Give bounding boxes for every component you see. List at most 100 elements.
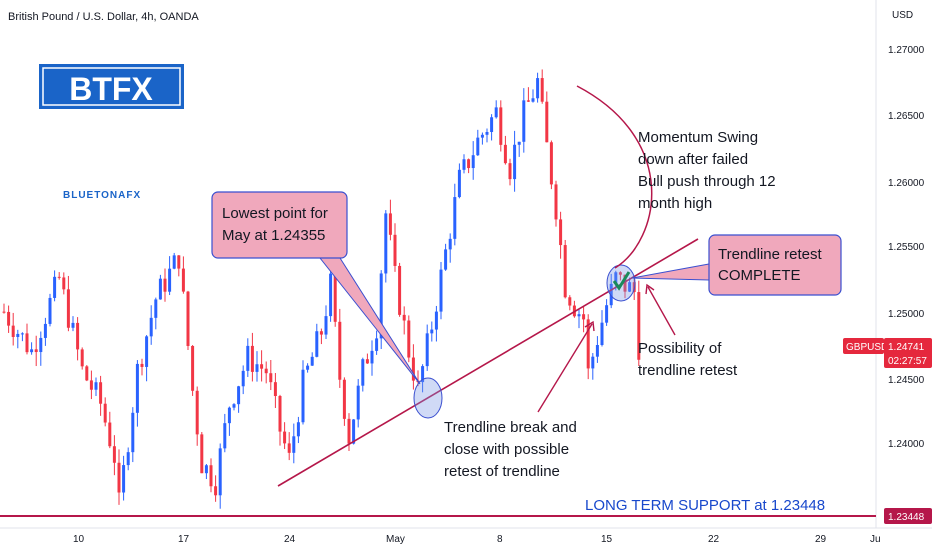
candle-body bbox=[586, 319, 590, 369]
candle-body bbox=[347, 418, 351, 444]
candle-body bbox=[241, 370, 245, 387]
candle-body bbox=[108, 422, 112, 447]
candle-body bbox=[536, 78, 540, 99]
possibility-arrow bbox=[647, 286, 676, 336]
candle-body bbox=[384, 213, 388, 274]
symbol-tag bbox=[843, 338, 884, 354]
trendline-break-arrow bbox=[537, 323, 593, 413]
candle-body bbox=[20, 333, 24, 335]
momentum-arc bbox=[576, 85, 653, 269]
candle-body bbox=[195, 390, 199, 435]
candle-body bbox=[333, 273, 337, 322]
x-tick-label: 15 bbox=[601, 534, 613, 545]
candle-body bbox=[513, 144, 517, 180]
candle-body bbox=[591, 356, 595, 369]
candle-body bbox=[287, 443, 291, 453]
candle-body bbox=[402, 314, 406, 321]
candle-body bbox=[499, 107, 503, 145]
candle-body bbox=[2, 311, 6, 313]
btfx-logo-text: BTFX bbox=[69, 71, 153, 107]
candle-body bbox=[34, 349, 38, 353]
candle-body bbox=[214, 486, 218, 496]
candle-body bbox=[462, 159, 466, 170]
retest-complete-box bbox=[708, 234, 842, 296]
last-price-tag bbox=[884, 338, 932, 368]
chart-title: British Pound / U.S. Dollar, 4h, OANDA bbox=[8, 11, 199, 23]
candle-body bbox=[618, 272, 622, 275]
candle-body bbox=[398, 265, 402, 315]
x-tick-label: 22 bbox=[708, 534, 720, 545]
retest-box-line-2: COMPLETE bbox=[718, 267, 801, 284]
y-axis: 1.27000 1.26500 1.26000 1.25500 1.25000 … bbox=[888, 45, 925, 450]
retest-box-line-1: Trendline retest bbox=[718, 246, 822, 263]
candle-body bbox=[7, 311, 11, 326]
candle-body bbox=[329, 273, 333, 317]
candle-body bbox=[310, 356, 314, 366]
possibility-arrowhead bbox=[645, 283, 655, 295]
x-tick-label: 24 bbox=[284, 534, 296, 545]
candle-body bbox=[85, 366, 89, 381]
candle-body bbox=[94, 382, 98, 390]
momentum-line-2: down after failed bbox=[638, 151, 748, 168]
candle-body bbox=[269, 373, 273, 383]
candle-body bbox=[365, 359, 369, 364]
candle-body bbox=[361, 359, 365, 386]
candle-body bbox=[255, 364, 259, 372]
candle-body bbox=[425, 333, 429, 367]
candle-body bbox=[181, 268, 185, 292]
symbol-tag-label: GBPUSD bbox=[846, 342, 888, 353]
candle-body bbox=[531, 98, 535, 102]
trendline-break-line-3: retest of trendline bbox=[444, 463, 560, 480]
candle-body bbox=[637, 292, 641, 360]
candle-body bbox=[324, 316, 328, 335]
candle-body bbox=[158, 278, 162, 300]
candle-body bbox=[595, 344, 599, 357]
candle-body bbox=[522, 100, 526, 142]
candle-body bbox=[25, 333, 29, 353]
candle-body bbox=[283, 431, 287, 444]
candle-body bbox=[140, 363, 144, 367]
momentum-line-4: month high bbox=[638, 195, 712, 212]
candle-body bbox=[315, 331, 319, 357]
candle-body bbox=[172, 255, 176, 269]
candle-body bbox=[191, 345, 195, 391]
candle-body bbox=[490, 117, 494, 133]
x-axis: 10 17 24 May 8 15 22 29 Ju bbox=[73, 534, 881, 545]
y-tick-label: 1.26500 bbox=[888, 111, 925, 122]
candle-body bbox=[76, 322, 80, 350]
candle-body bbox=[103, 403, 107, 423]
candle-body bbox=[43, 323, 47, 338]
x-tick-label: 8 bbox=[497, 534, 503, 545]
candle-body bbox=[448, 238, 452, 250]
candle-body bbox=[338, 321, 342, 380]
y-tick-label: 1.26000 bbox=[888, 178, 925, 189]
candle-body bbox=[66, 289, 70, 328]
candle-body bbox=[306, 365, 310, 370]
candle-body bbox=[444, 249, 448, 270]
y-tick-label: 1.25000 bbox=[888, 309, 925, 320]
momentum-note: Momentum Swing down after failed Bull pu… bbox=[638, 129, 776, 212]
candle-body bbox=[494, 107, 498, 118]
candle-body bbox=[549, 142, 553, 185]
candle-body bbox=[503, 144, 507, 164]
candle-body bbox=[393, 234, 397, 266]
x-tick-label: 29 bbox=[815, 534, 827, 545]
candle-body bbox=[609, 283, 613, 306]
candle-body bbox=[605, 305, 609, 323]
candle-body bbox=[559, 219, 563, 246]
candle-body bbox=[352, 419, 356, 444]
candle-body bbox=[227, 407, 231, 424]
candle-body bbox=[388, 213, 392, 235]
candle-body bbox=[131, 412, 135, 453]
candle-body bbox=[439, 269, 443, 312]
candle-body bbox=[278, 396, 282, 432]
candle-body bbox=[250, 345, 254, 372]
last-price-label: 1.24741 bbox=[888, 342, 925, 353]
candle-body bbox=[434, 311, 438, 330]
possibility-line-1: Possibility of bbox=[638, 340, 722, 357]
candle-body bbox=[135, 363, 139, 413]
candle-body bbox=[11, 325, 15, 337]
momentum-line-3: Bull push through 12 bbox=[638, 173, 776, 190]
candle-body bbox=[430, 329, 434, 334]
